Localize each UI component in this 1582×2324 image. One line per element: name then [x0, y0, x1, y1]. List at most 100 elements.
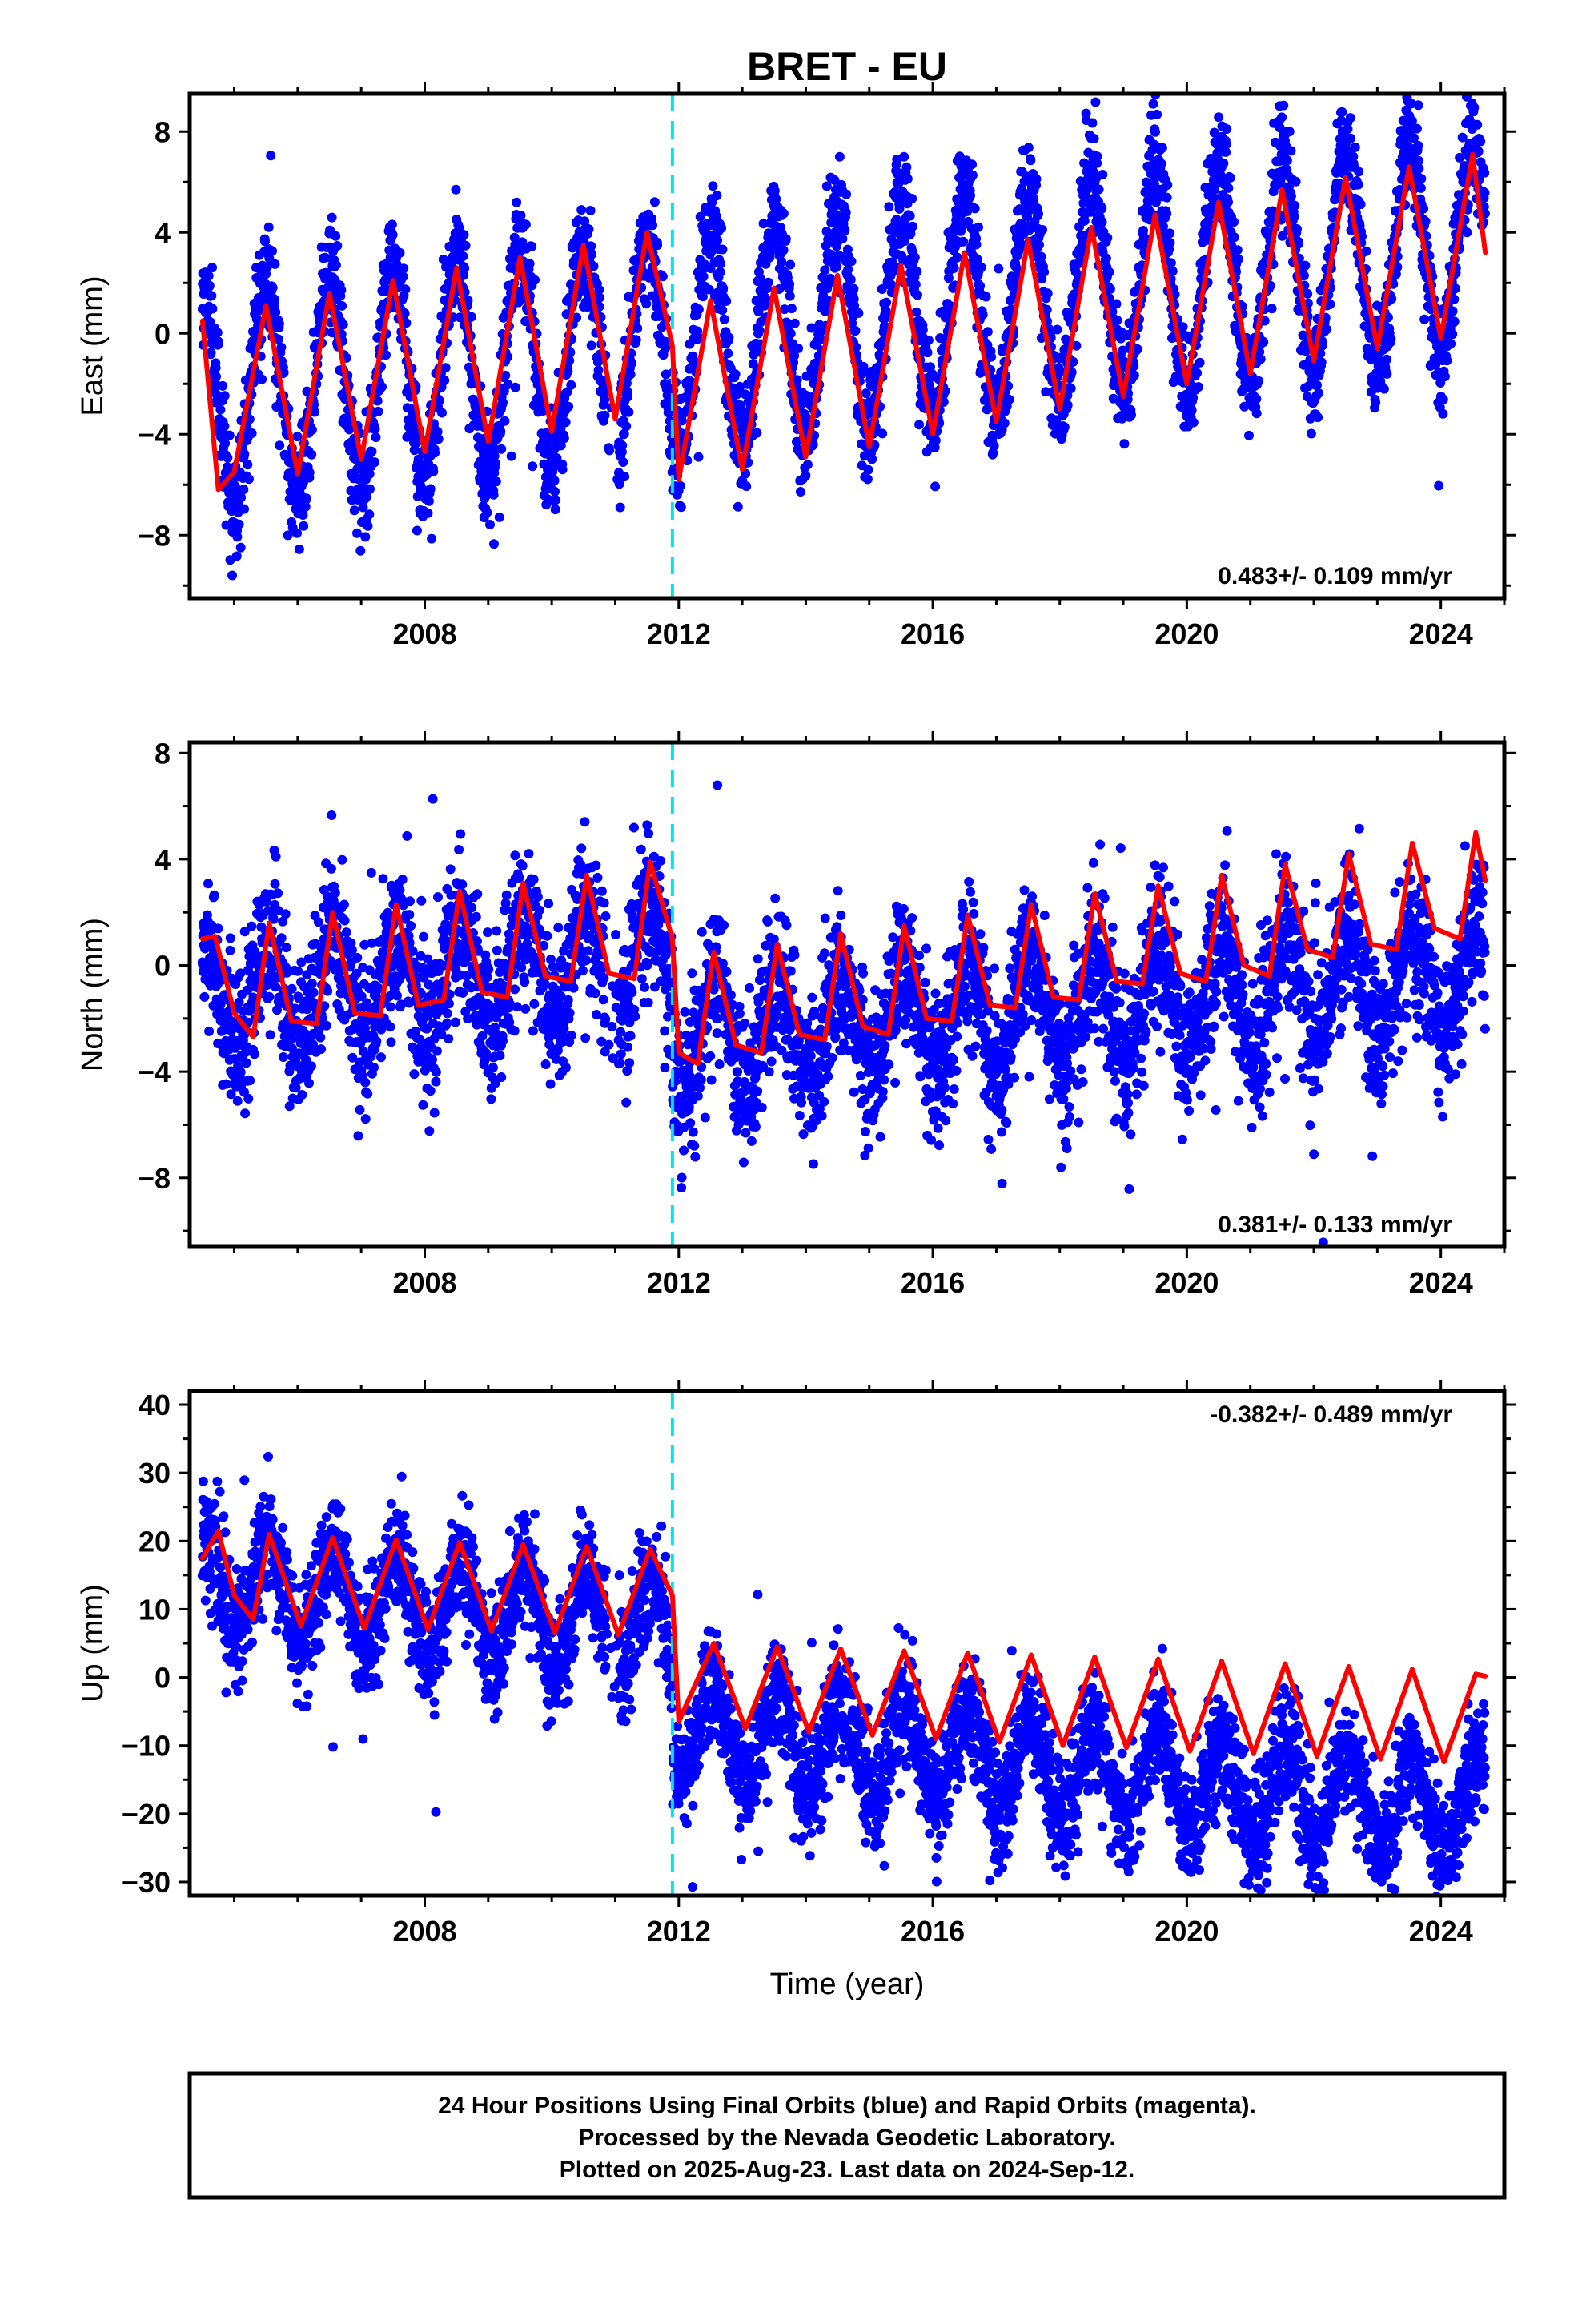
- data-point-east: [307, 424, 317, 435]
- data-point-east: [967, 159, 978, 170]
- data-point-east: [907, 221, 917, 231]
- data-point-east: [1415, 183, 1426, 193]
- data-point-east: [1411, 123, 1422, 134]
- data-point-east: [1480, 187, 1490, 198]
- data-point-north: [247, 921, 257, 931]
- data-point-east: [1345, 113, 1355, 123]
- data-point-east: [657, 271, 668, 282]
- x-tick-label-east: 2016: [901, 617, 965, 650]
- data-point-east: [1098, 170, 1108, 179]
- data-point-east: [901, 162, 912, 172]
- data-point-east: [1232, 245, 1243, 255]
- data-point-east: [763, 277, 773, 287]
- data-point-east: [732, 389, 742, 400]
- data-point-east: [564, 356, 575, 366]
- data-point-east: [1447, 329, 1458, 340]
- data-point-east: [796, 487, 805, 497]
- data-point-east: [792, 375, 802, 385]
- data-point-east: [721, 296, 732, 306]
- data-point-east: [1286, 191, 1296, 201]
- data-point-east: [1419, 314, 1430, 324]
- data-point-east: [735, 381, 745, 392]
- data-point-east: [559, 433, 569, 444]
- data-point-east: [509, 232, 520, 243]
- y-tick-label-east: 4: [155, 216, 171, 249]
- data-point-east: [1195, 357, 1205, 368]
- data-point-east: [496, 426, 506, 436]
- data-point-east: [593, 365, 604, 376]
- data-point-east: [724, 332, 734, 343]
- data-point-east: [761, 294, 771, 304]
- data-point-east: [943, 273, 954, 283]
- data-point-east: [243, 460, 253, 470]
- data-point-east: [1291, 176, 1301, 187]
- data-point-east: [524, 259, 535, 269]
- data-point-east: [1414, 163, 1424, 174]
- data-point-east: [753, 307, 764, 317]
- data-point-east: [550, 486, 560, 497]
- data-point-north: [316, 1044, 326, 1055]
- data-point-north: [225, 945, 235, 955]
- data-point-east: [989, 440, 999, 451]
- data-point-east: [557, 464, 568, 475]
- data-point-east: [712, 191, 722, 201]
- data-point-east: [1289, 211, 1299, 222]
- data-point-east: [227, 570, 237, 581]
- data-point-east: [1138, 226, 1148, 235]
- data-point-east: [1469, 103, 1480, 113]
- data-point-east: [841, 207, 851, 218]
- data-point-east: [777, 256, 787, 267]
- data-point-east: [1034, 239, 1044, 250]
- data-point-east: [771, 194, 781, 204]
- data-point-east: [500, 416, 510, 426]
- data-point-east: [344, 424, 355, 434]
- data-point-east: [336, 285, 347, 296]
- data-point-east: [364, 468, 375, 479]
- data-point-east: [867, 454, 877, 464]
- data-point-east: [649, 197, 660, 207]
- data-point-east: [905, 228, 916, 239]
- data-point-east: [840, 224, 850, 235]
- data-point-east: [754, 325, 765, 336]
- data-point-east: [693, 304, 704, 315]
- data-point-east: [1322, 324, 1332, 335]
- data-point-east: [758, 219, 769, 229]
- data-point-east: [938, 396, 949, 407]
- data-point-east: [752, 428, 762, 438]
- data-point-north: [271, 851, 281, 862]
- data-point-east: [600, 395, 610, 405]
- data-point-east: [1420, 216, 1431, 227]
- data-point-east: [1438, 394, 1448, 404]
- data-point-east: [1162, 179, 1173, 190]
- y-axis-label-east: East (mm): [76, 275, 110, 416]
- y-tick-label-east: −4: [138, 418, 171, 451]
- data-point-east: [1325, 299, 1335, 309]
- data-point-east: [1039, 267, 1050, 277]
- data-point-east: [1290, 200, 1300, 211]
- data-point-east: [1392, 262, 1403, 272]
- data-point-east: [331, 231, 341, 241]
- data-point-east: [387, 219, 397, 230]
- data-point-east: [877, 428, 888, 439]
- data-point-east: [292, 528, 302, 538]
- data-point-east: [1165, 238, 1175, 248]
- data-point-east: [588, 261, 599, 271]
- data-point-east: [1447, 306, 1458, 316]
- data-point-east: [1193, 382, 1203, 392]
- data-point-east: [808, 440, 818, 450]
- data-point-east: [801, 371, 812, 381]
- data-point-east: [207, 304, 218, 314]
- data-point-east: [1089, 134, 1099, 143]
- data-point-east: [564, 401, 574, 412]
- data-point-east: [604, 445, 615, 456]
- data-point-east: [912, 267, 922, 277]
- data-point-east: [283, 530, 293, 541]
- data-point-east: [894, 203, 905, 214]
- data-point-east: [718, 283, 729, 293]
- data-point-north: [271, 982, 281, 992]
- data-point-east: [363, 521, 373, 531]
- data-point-north: [209, 890, 219, 900]
- data-point-east: [884, 202, 894, 212]
- data-point-east: [1386, 333, 1396, 344]
